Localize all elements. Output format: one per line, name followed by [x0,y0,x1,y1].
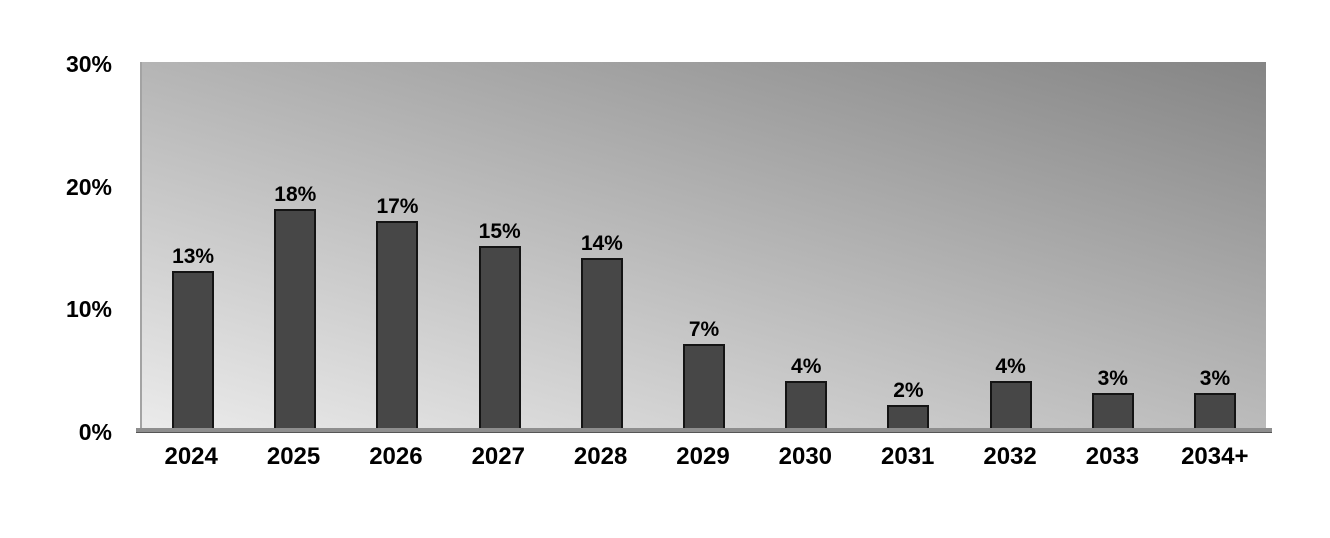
x-tick-label: 2028 [573,443,628,470]
bar-value-label: 2% [893,379,924,403]
bar [887,405,930,430]
bar-slot: 4% [960,62,1062,430]
x-tick-label: 2030 [778,443,833,470]
bar [172,270,215,430]
bar [376,221,419,430]
bar-slot: 2% [857,62,959,430]
x-tick-label: 2034+ [1181,443,1249,470]
x-tick-label: 2025 [266,443,321,470]
x-axis-labels: 2024 2025 2026 2027 2028 2029 2030 2031 2032 2033… [140,443,1266,471]
bar-value-label: 4% [791,354,822,378]
bar [785,380,828,430]
x-tick-label: 2032 [983,443,1037,470]
bar-value-label: 3% [1199,367,1231,391]
bar [989,380,1032,430]
bar-slot: 14% [551,62,653,430]
bar [580,258,623,430]
x-axis-line [136,428,1272,433]
bar-value-label: 14% [580,232,623,256]
bar-slot: 15% [449,62,551,430]
bar-slot: 4% [755,62,857,430]
y-tick-label: 20% [65,173,112,200]
bar [274,209,317,430]
bar [1091,393,1134,430]
bar [478,246,521,430]
bar-value-label: 7% [688,318,720,342]
bar-slot: 7% [653,62,755,430]
bar-slot: 13% [142,62,244,430]
bar-slot: 3% [1062,62,1164,430]
x-tick-label: 2031 [881,443,935,470]
x-tick-label: 2024 [164,443,218,470]
y-tick-label: 0% [78,419,112,445]
bar [1193,393,1236,430]
plot-area: 13% 18% 17% 15% 14% 7% 4% 2% 4% 3% 3% [140,62,1266,430]
x-tick-label: 2027 [471,443,525,470]
bar-value-label: 4% [995,354,1026,378]
x-tick-label: 2033 [1085,443,1140,470]
bar-value-label: 15% [478,220,521,243]
y-tick-label: 10% [65,296,112,323]
bar-slot: 3% [1164,62,1266,430]
bar-value-label: 18% [274,183,317,207]
bar [683,344,726,430]
bar-value-label: 3% [1097,367,1128,391]
bar-slot: 17% [346,62,448,430]
bar-slot: 18% [244,62,346,430]
x-tick-label: 2029 [676,443,730,470]
bar-value-label: 17% [376,195,419,219]
x-tick-label: 2026 [369,443,423,470]
y-tick-label: 30% [65,51,112,77]
bar-value-label: 13% [172,244,215,268]
